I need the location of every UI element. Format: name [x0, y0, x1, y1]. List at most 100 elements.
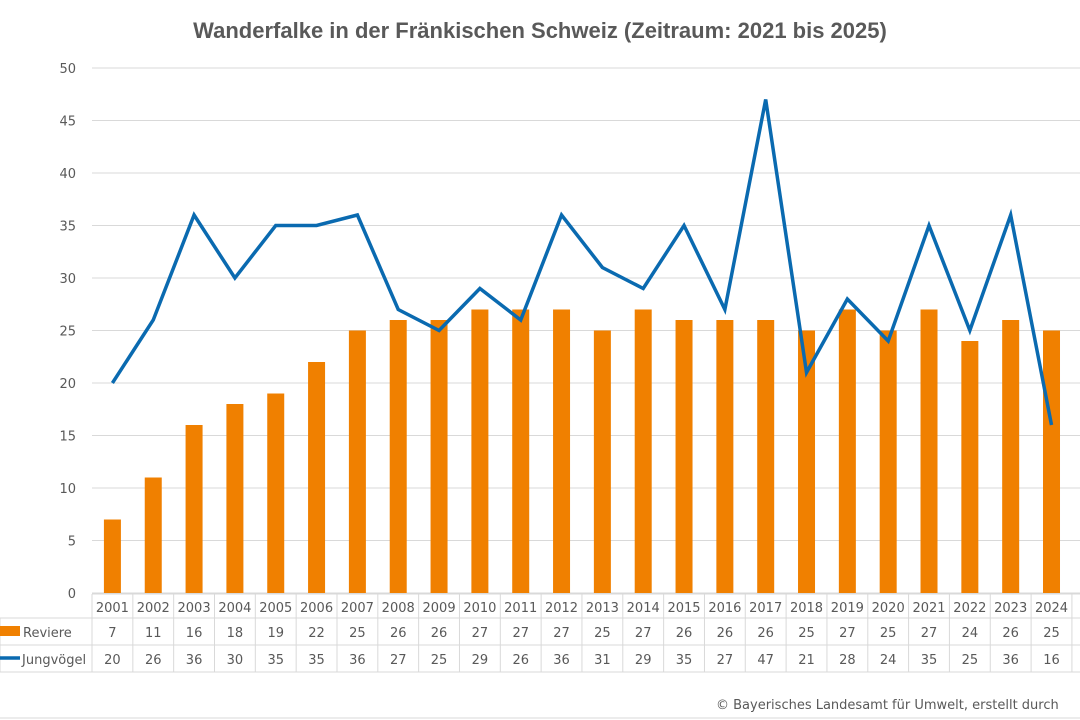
reviere-value: 27	[512, 626, 529, 641]
reviere-value: 27	[635, 626, 652, 641]
category-label: 2006	[300, 601, 333, 616]
line-jungvoegel	[110, 99, 1054, 426]
category-label: 2010	[463, 601, 496, 616]
reviere-value: 26	[431, 626, 448, 641]
y-tick-label: 50	[59, 62, 76, 77]
category-label: 2022	[953, 601, 986, 616]
jungvoegel-value: 36	[349, 653, 366, 668]
bar-2012	[553, 309, 571, 593]
jungvoegel-value: 26	[512, 653, 529, 668]
reviere-value: 27	[921, 626, 938, 641]
y-tick-label: 40	[59, 167, 76, 182]
jungvoegel-value: 36	[1002, 653, 1019, 668]
jungvoegel-value: 31	[594, 653, 611, 668]
bar-2003	[185, 425, 203, 593]
bar-series-reviere	[103, 309, 1061, 593]
bar-2017	[757, 320, 775, 593]
jungvoegel-value: 25	[431, 653, 448, 668]
bar-2001	[103, 519, 121, 593]
jungvoegel-value: 28	[839, 653, 856, 668]
bar-2009	[430, 320, 448, 593]
bar-2022	[961, 341, 979, 593]
legend-key-reviere	[0, 626, 20, 636]
jungvoegel-value: 16	[1043, 653, 1060, 668]
reviere-value: 25	[1043, 626, 1060, 641]
reviere-value: 24	[962, 626, 979, 641]
category-label: 2002	[137, 601, 170, 616]
legend-label-reviere: Reviere	[23, 626, 72, 641]
bar-2007	[348, 330, 366, 593]
jungvoegel-value: 36	[553, 653, 570, 668]
jungvoegel-value: 26	[145, 653, 162, 668]
bar-2019	[838, 309, 856, 593]
category-label: 2013	[586, 601, 619, 616]
jungvoegel-value: 27	[717, 653, 734, 668]
jungvoegel-value: 21	[798, 653, 815, 668]
reviere-value: 18	[227, 626, 244, 641]
bar-2023	[1002, 320, 1020, 593]
bar-2002	[144, 477, 162, 593]
copyright-footer: © Bayerisches Landesamt für Umwelt, erst…	[716, 698, 1059, 713]
jungvoegel-value: 29	[635, 653, 652, 668]
category-label: 2011	[504, 601, 537, 616]
bar-2006	[308, 362, 326, 593]
bar-2014	[634, 309, 652, 593]
reviere-value: 27	[553, 626, 570, 641]
category-label: 2004	[218, 601, 251, 616]
jungvoegel-value: 29	[472, 653, 489, 668]
bar-2015	[675, 320, 693, 593]
category-label: 2012	[545, 601, 578, 616]
y-tick-label: 5	[68, 535, 76, 550]
reviere-value: 19	[267, 626, 284, 641]
category-label: 2024	[1035, 601, 1068, 616]
bar-2010	[471, 309, 489, 593]
category-label: 2019	[831, 601, 864, 616]
reviere-value: 26	[717, 626, 734, 641]
reviere-value: 25	[880, 626, 897, 641]
category-label: 2018	[790, 601, 823, 616]
y-tick-label: 10	[59, 482, 76, 497]
line-series-jungvoegel	[110, 99, 1054, 426]
y-tick-label: 0	[68, 587, 76, 602]
jungvoegel-value: 36	[186, 653, 203, 668]
category-label: 2021	[912, 601, 945, 616]
category-label: 2015	[667, 601, 700, 616]
y-tick-label: 15	[59, 430, 76, 445]
legend-label-jungvoegel: Jungvögel	[21, 653, 86, 668]
jungvoegel-value: 24	[880, 653, 897, 668]
jungvoegel-value: 47	[757, 653, 774, 668]
y-tick-label: 30	[59, 272, 76, 287]
reviere-value: 11	[145, 626, 162, 641]
reviere-value: 26	[676, 626, 693, 641]
reviere-value: 22	[308, 626, 325, 641]
category-label: 2007	[341, 601, 374, 616]
reviere-value: 25	[349, 626, 366, 641]
bar-2020	[879, 330, 897, 593]
bar-2013	[593, 330, 611, 593]
category-label: 2009	[423, 601, 456, 616]
bar-2021	[920, 309, 938, 593]
reviere-value: 26	[390, 626, 407, 641]
y-tick-label: 20	[59, 377, 76, 392]
jungvoegel-value: 35	[267, 653, 284, 668]
category-label: 2008	[382, 601, 415, 616]
reviere-value: 7	[108, 626, 116, 641]
bar-2005	[267, 393, 285, 593]
category-label: 2014	[627, 601, 660, 616]
y-axis: 0 5 10 15 20 25 30 35 40 45 50	[59, 62, 76, 602]
category-label: 2003	[178, 601, 211, 616]
reviere-value: 26	[757, 626, 774, 641]
jungvoegel-value: 25	[962, 653, 979, 668]
reviere-value: 25	[798, 626, 815, 641]
reviere-value: 27	[472, 626, 489, 641]
reviere-value: 27	[839, 626, 856, 641]
reviere-value: 26	[1002, 626, 1019, 641]
category-label: 2023	[994, 601, 1027, 616]
bar-2016	[716, 320, 734, 593]
bar-2011	[512, 309, 530, 593]
category-label: 2001	[96, 601, 129, 616]
jungvoegel-value: 35	[676, 653, 693, 668]
bar-2024	[1043, 330, 1061, 593]
bar-2004	[226, 404, 244, 593]
